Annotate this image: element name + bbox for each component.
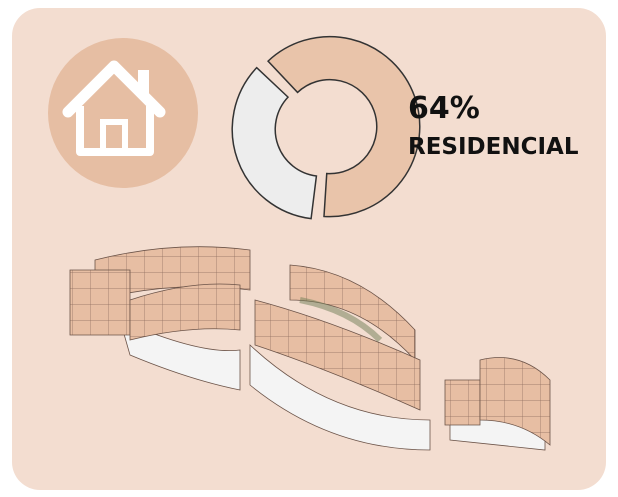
donut-chart [231,35,421,220]
donut-slice [231,66,318,220]
building-illustration [69,246,551,451]
value-label: 64% [408,91,480,126]
house-icon [48,38,198,188]
donut-slice [267,35,421,218]
category-label: RESIDENCIAL [408,134,579,160]
